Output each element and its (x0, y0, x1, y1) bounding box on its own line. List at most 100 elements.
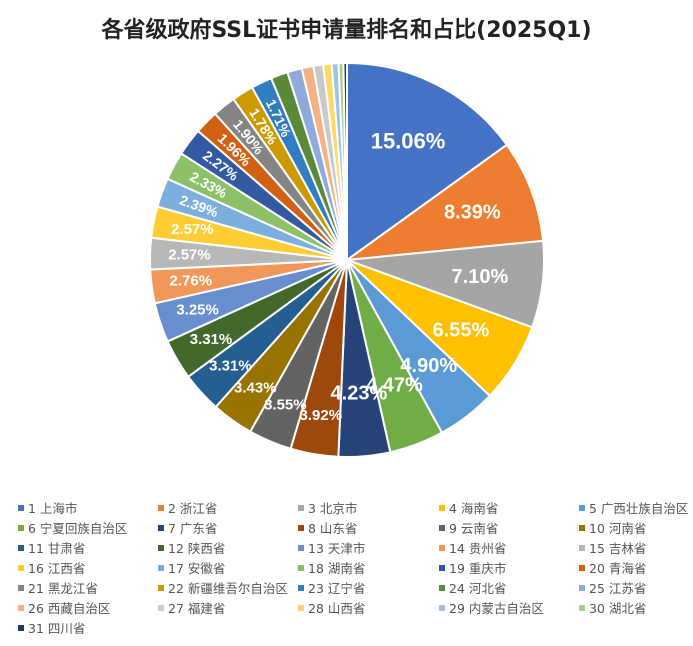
data-label-12: 3.31% (190, 331, 233, 348)
legend-swatch (579, 604, 585, 611)
legend-item: 7 广东省 (158, 520, 298, 536)
legend-item: 13 天津市 (298, 540, 439, 556)
legend-item: 1 上海市 (18, 500, 158, 516)
legend-swatch (158, 584, 164, 591)
legend-swatch (439, 524, 445, 531)
legend-swatch (298, 524, 304, 531)
legend-swatch (18, 584, 24, 591)
legend-label: 15 吉林省 (589, 541, 647, 556)
legend-swatch (579, 564, 585, 571)
legend-swatch (18, 544, 24, 551)
legend-swatch (18, 624, 24, 631)
legend-label: 21 黑龙江省 (28, 581, 98, 596)
data-label-2: 8.39% (444, 202, 501, 224)
legend-item: 15 吉林省 (579, 540, 693, 556)
legend-item: 6 宁夏回族自治区 (18, 520, 158, 536)
legend-swatch (298, 544, 304, 551)
legend-label: 11 甘肃省 (28, 541, 86, 556)
legend-item: 29 内蒙古自治区 (439, 600, 579, 616)
legend-item: 20 青海省 (579, 560, 693, 576)
data-label-5: 4.90% (400, 355, 457, 377)
data-label-13: 3.25% (176, 302, 219, 319)
data-label-10: 3.43% (234, 380, 277, 397)
legend-swatch (579, 584, 585, 591)
legend: 1 上海市 2 浙江省 3 北京市 4 海南省 5 广西壮族自治区 6 宁夏回族自治区 7 … (18, 500, 693, 636)
legend-swatch (158, 544, 164, 551)
legend-label: 2 浙江省 (168, 501, 218, 516)
legend-label: 1 上海市 (28, 501, 78, 516)
legend-item: 28 山西省 (298, 600, 439, 616)
legend-item: 25 江苏省 (579, 580, 693, 596)
data-label-1: 15.06% (371, 128, 446, 153)
legend-item: 12 陕西省 (158, 540, 298, 556)
legend-item: 27 福建省 (158, 600, 298, 616)
legend-item: 18 湖南省 (298, 560, 439, 576)
legend-item: 24 河北省 (439, 580, 579, 596)
pie-chart: 15.06% 8.39% 7.10% 6.55% 4.90%4.47%4.23% 3.92… (149, 61, 545, 458)
legend-label: 27 福建省 (168, 601, 226, 616)
legend-swatch (158, 604, 164, 611)
legend-label: 18 湖南省 (308, 561, 366, 576)
legend-item: 31 四川省 (18, 620, 158, 636)
legend-swatch (579, 524, 585, 531)
data-label-14: 2.76% (170, 273, 213, 290)
legend-item: 22 新疆维吾尔自治区 (158, 580, 298, 596)
legend-label: 6 宁夏回族自治区 (28, 521, 128, 536)
legend-swatch (439, 564, 445, 571)
legend-item: 21 黑龙江省 (18, 580, 158, 596)
legend-item: 17 安徽省 (158, 560, 298, 576)
legend-swatch (579, 544, 585, 551)
legend-label: 20 青海省 (589, 561, 647, 576)
legend-item: 14 贵州省 (439, 540, 579, 556)
data-label-7: 4.23% (331, 382, 388, 404)
legend-item: 30 湖北省 (579, 600, 693, 616)
legend-swatch (158, 564, 164, 571)
data-label-15: 2.57% (168, 246, 211, 263)
legend-swatch (18, 504, 24, 511)
legend-label: 12 陕西省 (168, 541, 226, 556)
legend-item: 11 甘肃省 (18, 540, 158, 556)
legend-swatch (18, 564, 24, 571)
legend-swatch (439, 604, 445, 611)
pie-slice-1 (346, 61, 509, 262)
legend-label: 24 河北省 (449, 581, 507, 596)
chart-title: 各省级政府SSL证书申请量排名和占比(2025Q1) (101, 18, 592, 43)
legend-item: 16 江西省 (18, 560, 158, 576)
legend-label: 16 江西省 (28, 561, 86, 576)
legend-label: 8 山东省 (308, 521, 358, 536)
data-label-6: 4.47% (366, 374, 423, 396)
data-label-4: 6.55% (433, 320, 490, 342)
legend-label: 23 辽宁省 (308, 581, 366, 596)
legend-item: 9 云南省 (439, 520, 579, 536)
pie-slice-2 (343, 143, 545, 262)
legend-swatch (298, 604, 304, 611)
legend-label: 22 新疆维吾尔自治区 (168, 581, 288, 596)
legend-label: 17 安徽省 (168, 561, 226, 576)
legend-swatch (298, 504, 304, 511)
legend-swatch (439, 584, 445, 591)
legend-swatch (298, 564, 304, 571)
legend-label: 28 山西省 (308, 601, 366, 616)
legend-label: 26 西藏自治区 (28, 601, 111, 616)
legend-label: 10 河南省 (589, 521, 647, 536)
legend-label: 7 广东省 (168, 521, 218, 536)
legend-swatch (439, 544, 445, 551)
legend-label: 9 云南省 (449, 521, 499, 536)
legend-item: 4 海南省 (439, 500, 579, 516)
legend-swatch (579, 504, 585, 511)
legend-swatch (158, 524, 164, 531)
legend-label: 13 天津市 (308, 541, 366, 556)
legend-item: 26 西藏自治区 (18, 600, 158, 616)
legend-swatch (439, 504, 445, 511)
legend-label: 14 贵州省 (449, 541, 507, 556)
legend-swatch (18, 604, 24, 611)
legend-item: 19 重庆市 (439, 560, 579, 576)
legend-swatch (298, 584, 304, 591)
pie-slice-31 (342, 61, 348, 261)
legend-item: 5 广西壮族自治区 (579, 500, 693, 516)
data-label-16: 2.57% (171, 221, 214, 238)
legend-item: 23 辽宁省 (298, 580, 439, 596)
data-label-3: 7.10% (452, 266, 509, 288)
data-label-11: 3.31% (209, 358, 252, 375)
